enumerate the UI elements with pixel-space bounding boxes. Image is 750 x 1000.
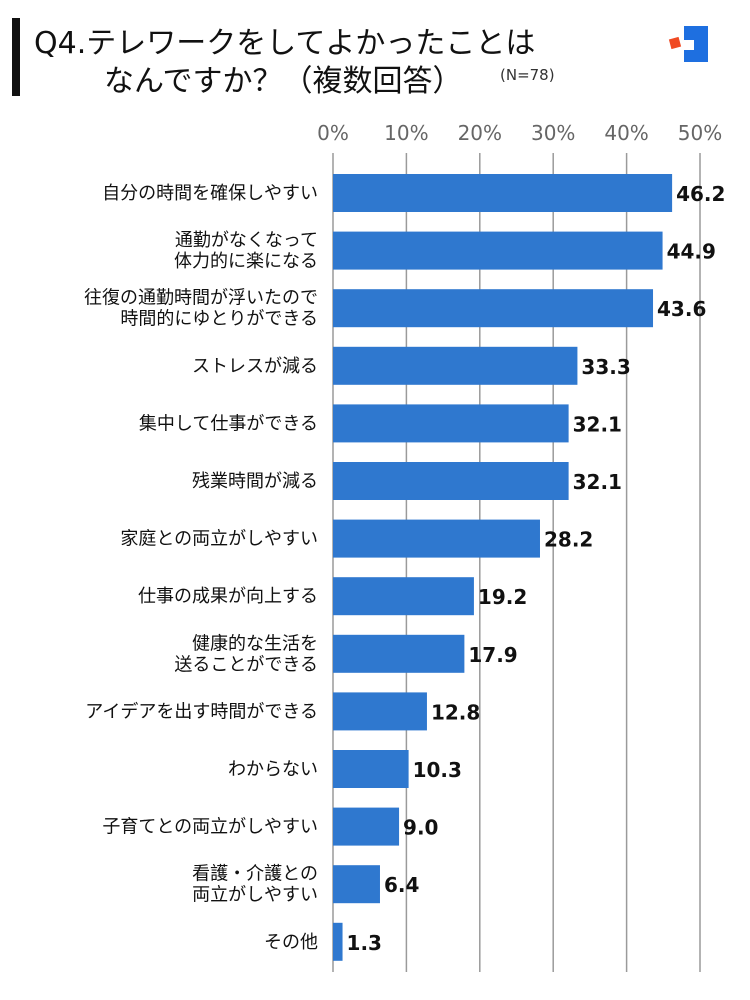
x-tick-label: 30%	[531, 121, 575, 145]
category-label: 仕事の成果が向上する	[138, 586, 318, 607]
logo-red-square	[668, 36, 682, 50]
category-label: アイデアを出す時間ができる	[85, 701, 318, 722]
bars	[333, 174, 673, 961]
category-label: わからない	[228, 759, 318, 780]
bar	[333, 346, 578, 385]
category-label: 家庭との両立がしやすい	[120, 529, 318, 550]
x-tick-label: 40%	[604, 121, 648, 145]
category-label: 子育てとの両立がしやすい	[102, 817, 318, 838]
category-label: 両立がしやすい	[192, 885, 318, 906]
category-label: 自分の時間を確保しやすい	[102, 183, 318, 204]
brand-logo-icon	[668, 26, 708, 62]
bar	[333, 692, 427, 731]
data-label: 19.2	[478, 585, 527, 609]
data-label: 12.8	[431, 700, 480, 724]
bar	[333, 289, 654, 328]
data-label: 6.4	[384, 873, 419, 897]
data-label: 17.9	[468, 643, 517, 667]
bar	[333, 519, 540, 558]
bar	[333, 174, 673, 212]
title-accent-bar	[12, 18, 20, 96]
data-label: 32.1	[573, 470, 622, 494]
data-label: 32.1	[573, 412, 622, 436]
category-label: 看護・介護との	[192, 864, 318, 885]
bar	[333, 807, 400, 846]
bar	[333, 750, 409, 788]
value-labels: 46.2 44.9 43.6 33.3 32.1 32.1 28.2 19.2 17.9 12.8…	[347, 182, 726, 955]
bar	[333, 865, 380, 904]
category-label: その他	[264, 932, 318, 953]
chart-title-line-2: なんですか？（複数回答）	[104, 64, 463, 99]
bar	[333, 922, 343, 961]
bar	[333, 634, 465, 673]
category-label: 健康的な生活を	[192, 633, 318, 654]
category-label: 体力的に楽になる	[174, 251, 318, 272]
category-labels: 自分の時間を確保しやすい通勤がなくなって体力的に楽になる往復の通勤時間が浮いたの…	[84, 183, 318, 953]
category-label: 送ることができる	[174, 654, 318, 675]
bar	[333, 577, 474, 616]
category-label: 集中して仕事ができる	[139, 413, 318, 434]
chart-title-line-1: Q4.テレワークをしてよかったことは	[34, 26, 536, 61]
x-tick-label: 20%	[458, 121, 502, 145]
logo-blue-shape	[684, 26, 708, 62]
category-label: 残業時間が減る	[192, 471, 318, 492]
data-label: 43.6	[657, 297, 706, 321]
bar	[333, 231, 663, 270]
data-label: 1.3	[347, 931, 382, 955]
category-label: ストレスが減る	[192, 356, 318, 377]
data-label: 9.0	[403, 816, 438, 840]
category-label: 時間的にゆとりができる	[120, 309, 318, 330]
x-tick-label: 0%	[317, 121, 349, 145]
x-tick-label: 50%	[678, 121, 722, 145]
x-tick-label: 10%	[384, 121, 428, 145]
bar	[333, 404, 569, 443]
data-label: 44.9	[667, 240, 716, 264]
data-label: 46.2	[676, 182, 725, 206]
category-label: 往復の通勤時間が浮いたので	[84, 288, 318, 309]
data-label: 33.3	[581, 355, 630, 379]
data-label: 10.3	[413, 758, 462, 782]
data-label: 28.2	[544, 528, 593, 552]
bar	[333, 462, 569, 500]
grid-lines	[332, 153, 701, 972]
category-label: 通勤がなくなって	[175, 230, 318, 251]
x-axis-ticks: 0% 10% 20% 30% 40% 50%	[317, 121, 722, 145]
sample-size-note: (N=78)	[500, 66, 555, 84]
